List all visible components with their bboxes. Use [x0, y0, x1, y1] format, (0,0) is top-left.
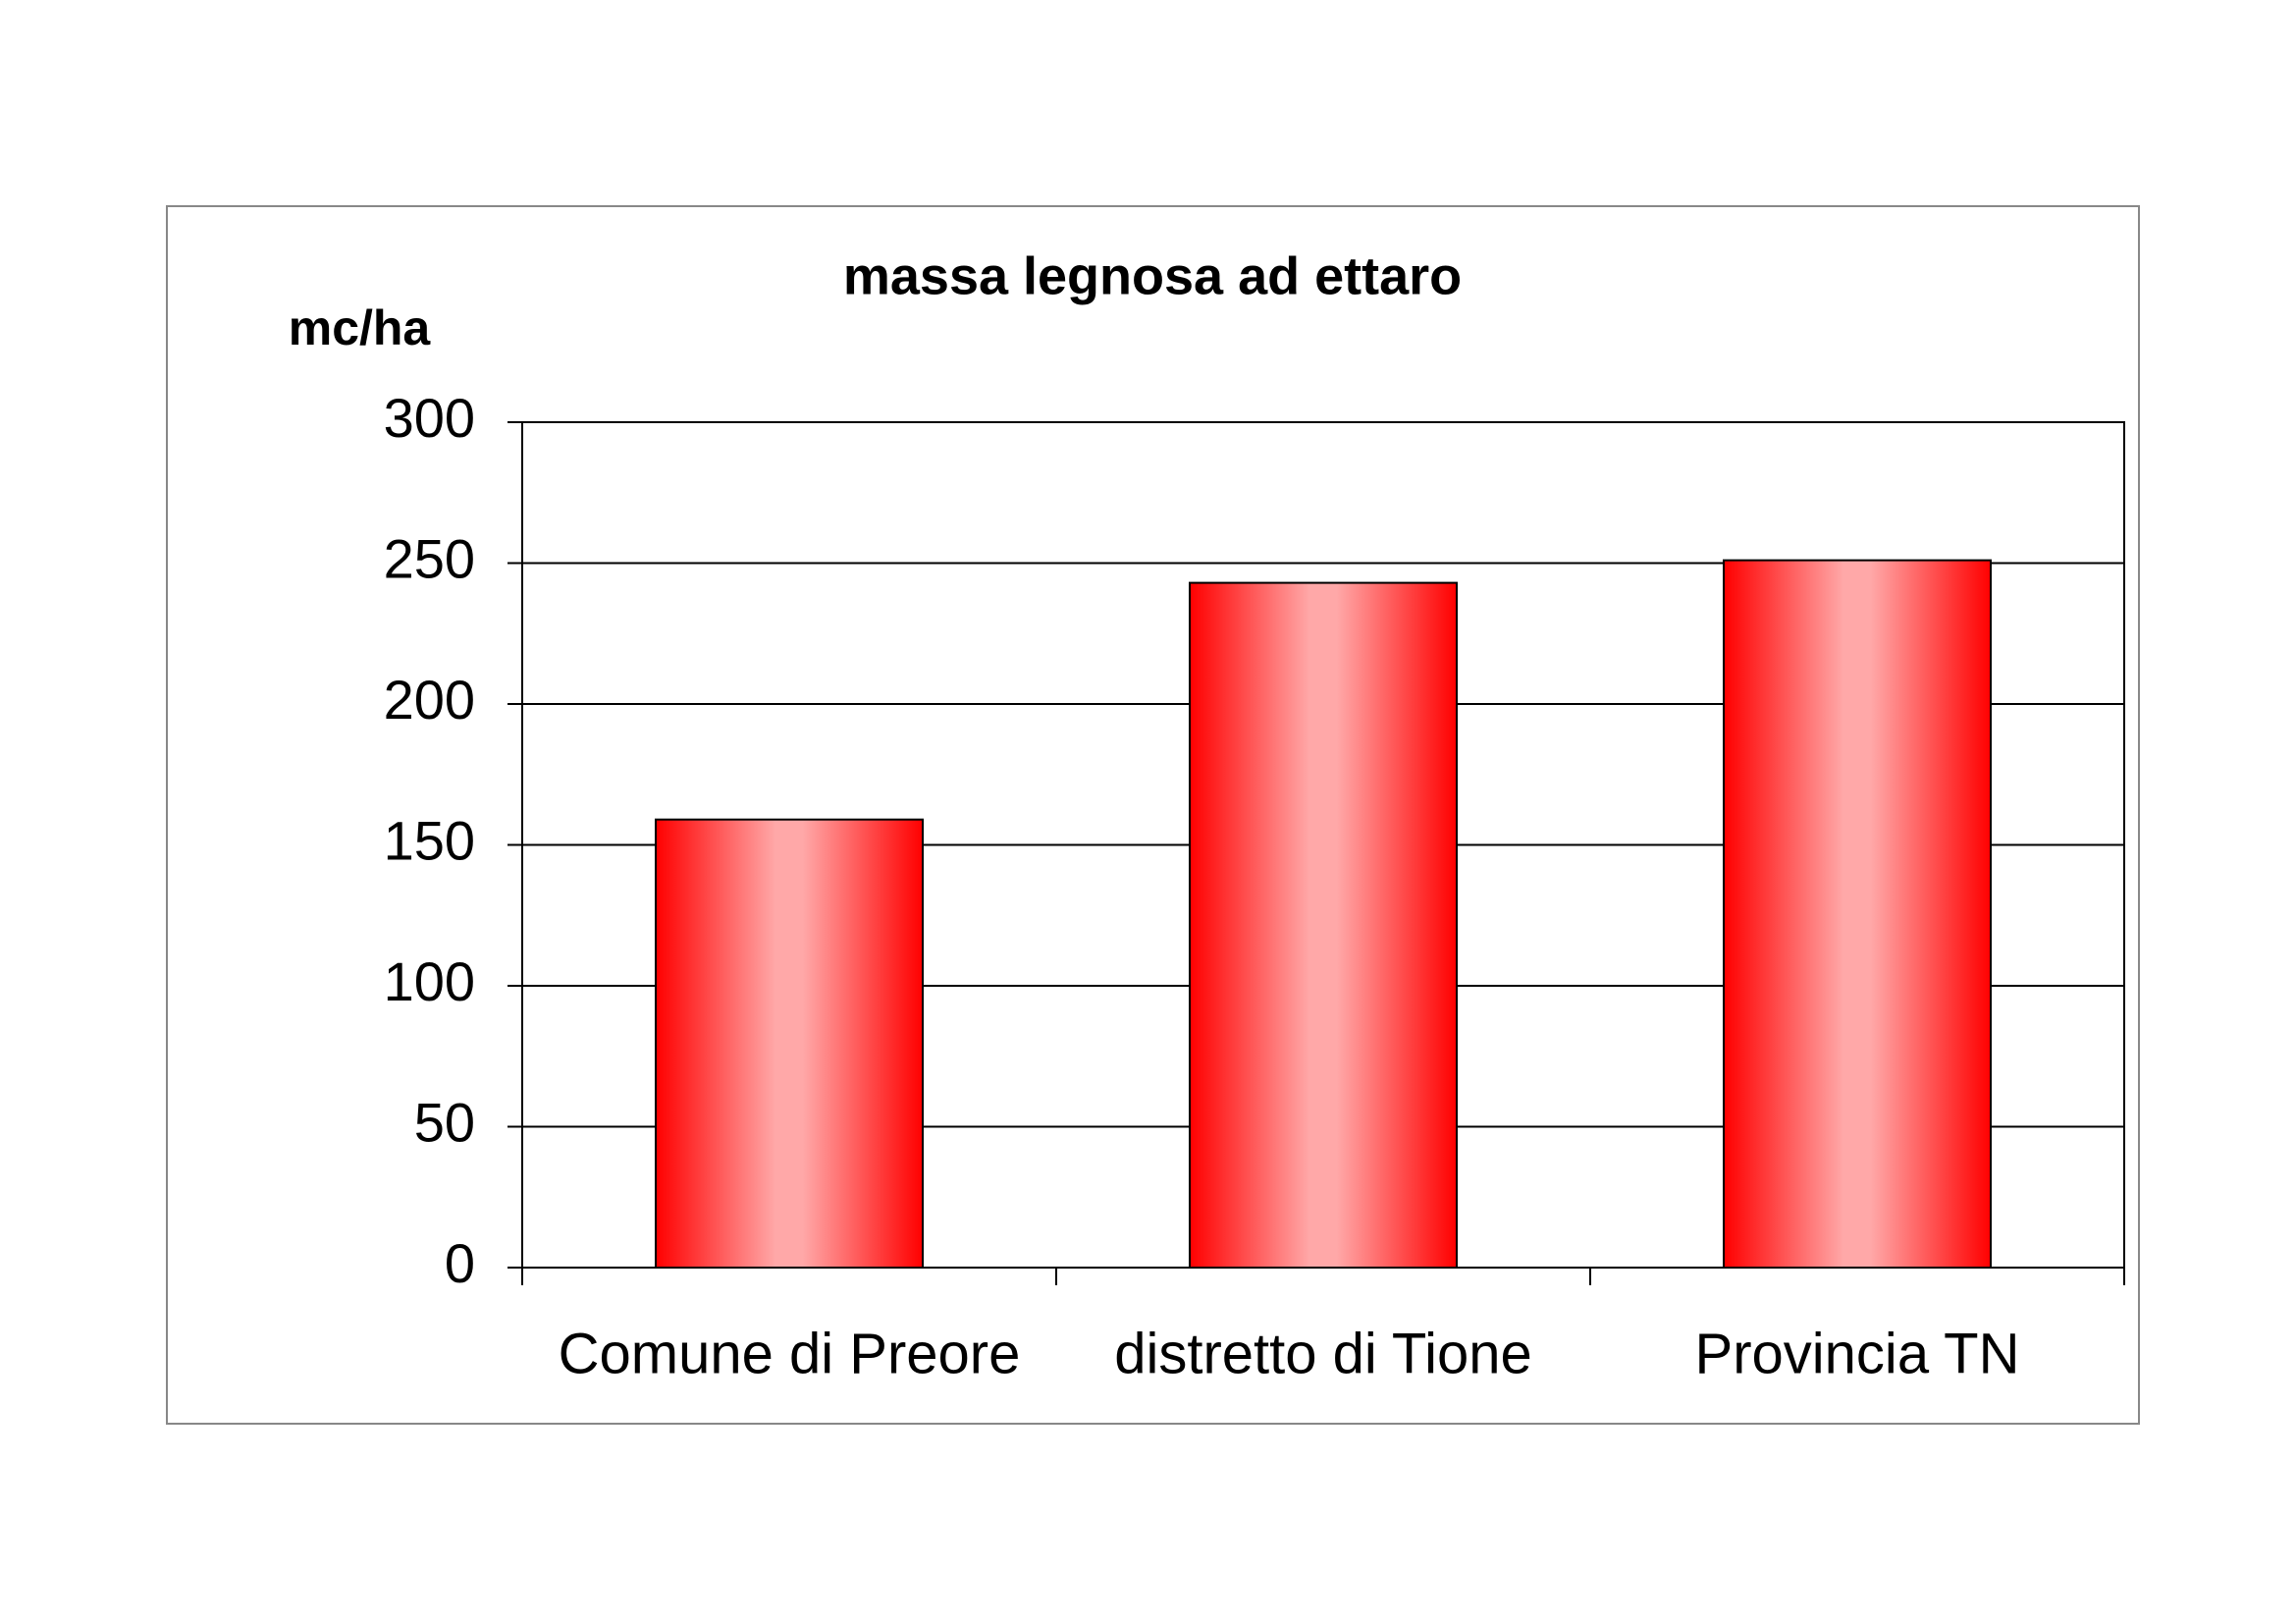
y-tick-label: 300 [384, 387, 475, 449]
x-tick-label: distretto di Tione [1114, 1322, 1532, 1385]
y-tick-label: 250 [384, 527, 475, 589]
y-axis-label: mc/ha [289, 300, 432, 355]
y-tick-label: 50 [414, 1091, 475, 1153]
bar [1723, 559, 1992, 1269]
bar [1189, 581, 1458, 1269]
y-tick-label: 150 [384, 809, 475, 871]
y-tick-label: 0 [445, 1232, 475, 1294]
y-tick-label: 200 [384, 669, 475, 731]
chart-title: massa legnosa ad ettaro [843, 246, 1462, 305]
bar [655, 818, 924, 1269]
x-tick-label: Comune di Preore [559, 1322, 1021, 1385]
x-tick-label: Provincia TN [1695, 1322, 2020, 1385]
y-tick-label: 100 [384, 950, 475, 1012]
